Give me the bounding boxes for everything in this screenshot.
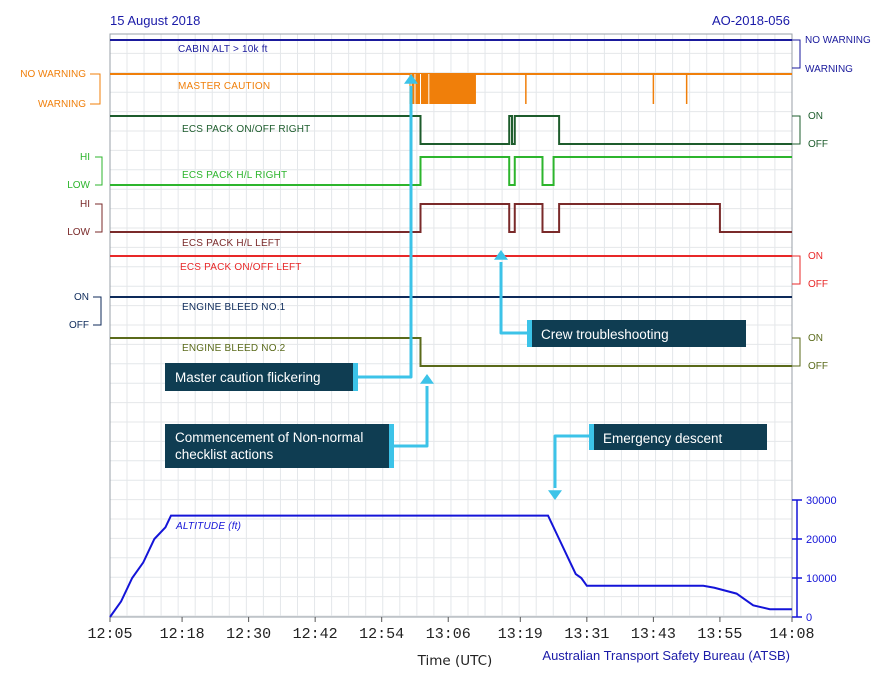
series-label-master-caution: MASTER CAUTION <box>178 81 270 92</box>
bleed1-state-scale <box>93 296 102 326</box>
callout-commence-line1: Commencement of Non-normal <box>175 430 364 445</box>
label-no-warning-right: NO WARNING <box>805 35 871 46</box>
series-label-ecs-right-hl: ECS PACK H/L RIGHT <box>182 170 287 181</box>
altitude-trace <box>109 514 792 618</box>
report-date: 15 August 2018 <box>110 13 200 28</box>
x-tick-label: 13:31 <box>564 626 609 643</box>
bleed2-state-scale <box>792 337 801 367</box>
series-label-ecs-left-onoff: ECS PACK ON/OFF LEFT <box>180 262 302 273</box>
label-hi-right-hl: HI <box>80 152 90 163</box>
label-low-right-hl: LOW <box>67 180 90 191</box>
x-tick-label: 12:05 <box>87 626 132 643</box>
arrow-commencement <box>394 386 429 448</box>
ecs-left-onoff-state-scale <box>792 255 801 285</box>
trace-7 <box>110 337 792 367</box>
label-low-left-hl: LOW <box>67 227 90 238</box>
label-warning-left: WARNING <box>38 99 86 110</box>
altitude-tick-label: 0 <box>806 612 812 624</box>
plot-border <box>109 33 793 618</box>
label-off-right-onoff: OFF <box>808 139 828 150</box>
arrowhead-crew-troubleshooting <box>494 250 508 260</box>
label-hi-left-hl: HI <box>80 199 90 210</box>
altitude-tick-label: 20000 <box>806 534 837 546</box>
callout-emergency-text: Emergency descent <box>603 431 723 446</box>
altitude-tick-label: 10000 <box>806 573 837 585</box>
ecs-left-hl-state-scale <box>95 203 103 233</box>
label-off-bleed1: OFF <box>69 320 89 331</box>
altitude-tick-label: 30000 <box>806 495 837 507</box>
series-label-altitude: ALTITUDE (ft) <box>175 521 241 532</box>
x-tick-label: 14:08 <box>769 626 814 643</box>
callout-crew-text: Crew troubleshooting <box>541 327 669 342</box>
label-on-left-onoff: ON <box>808 251 823 262</box>
trace-2 <box>110 115 792 145</box>
x-tick-label: 12:42 <box>293 626 338 643</box>
source-credit: Australian Transport Safety Bureau (ATSB… <box>542 648 790 663</box>
series-label-bleed2: ENGINE BLEED NO.2 <box>182 343 286 354</box>
arrow-crew-troubleshooting <box>499 262 527 335</box>
series-label-ecs-right-onoff: ECS PACK ON/OFF RIGHT <box>182 124 310 135</box>
arrow-master-caution <box>358 86 413 379</box>
series-label-cabin-alt: CABIN ALT > 10k ft <box>178 44 268 55</box>
ecs-right-hl-state-scale <box>95 156 103 186</box>
x-tick-label: 13:43 <box>631 626 676 643</box>
altitude-axis: 0 10000 20000 30000 <box>792 495 837 624</box>
x-tick-label: 12:54 <box>359 626 404 643</box>
callout-commence-line2: checklist actions <box>175 447 274 462</box>
x-axis-label: Time (UTC) <box>417 653 493 669</box>
series-label-ecs-left-hl: ECS PACK H/L LEFT <box>182 238 280 249</box>
callout-master-caution: Master caution flickering <box>165 363 358 391</box>
callout-arrows <box>358 74 589 500</box>
x-tick-label: 12:30 <box>226 626 271 643</box>
trace-4 <box>110 203 792 233</box>
report-id: AO-2018-056 <box>712 13 790 28</box>
arrowhead-emergency-descent <box>548 490 562 500</box>
x-tick-label: 13:55 <box>697 626 742 643</box>
callout-crew-troubleshooting: Crew troubleshooting <box>527 320 746 347</box>
x-tick-label: 12:18 <box>160 626 205 643</box>
x-tick-label: 13:19 <box>498 626 543 643</box>
master-caution-state-scale <box>90 73 101 105</box>
callout-master-text: Master caution flickering <box>175 370 321 385</box>
trace-3 <box>110 156 792 186</box>
master-caution-flicker-block <box>409 74 476 104</box>
cabin-alt-state-scale <box>792 39 801 69</box>
label-on-bleed1: ON <box>74 292 89 303</box>
callout-commencement: Commencement of Non-normal checklist act… <box>165 424 394 468</box>
label-off-bleed2: OFF <box>808 361 828 372</box>
label-warning-right: WARNING <box>805 64 853 75</box>
arrowhead-commencement <box>420 374 434 384</box>
label-off-left-onoff: OFF <box>808 279 828 290</box>
ecs-right-onoff-state-scale <box>792 115 801 145</box>
series-label-bleed1: ENGINE BLEED NO.1 <box>182 302 286 313</box>
callout-emergency-descent: Emergency descent <box>589 424 767 450</box>
arrow-emergency-descent <box>553 434 589 488</box>
label-on-bleed2: ON <box>808 333 823 344</box>
label-on-right-onoff: ON <box>808 111 823 122</box>
arrowhead-master-caution <box>404 74 418 84</box>
discrete-traces <box>109 39 792 618</box>
x-axis-ticks: 12:05 12:18 12:30 12:42 12:54 13:06 13:19 13:31… <box>87 617 815 643</box>
label-no-warning-left: NO WARNING <box>20 69 86 80</box>
x-tick-label: 13:06 <box>426 626 471 643</box>
